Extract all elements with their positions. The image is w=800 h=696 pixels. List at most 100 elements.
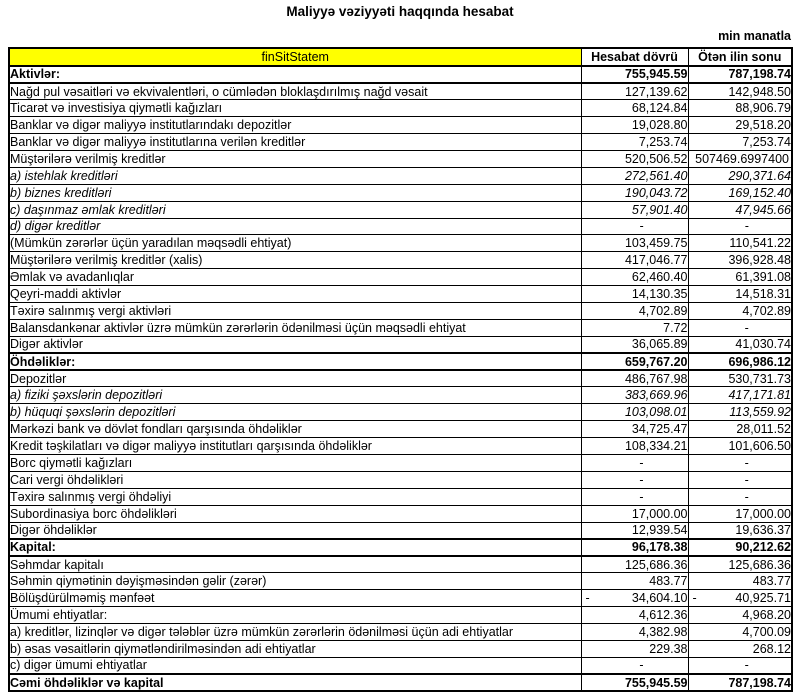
value-previous-year-end: - bbox=[687, 470, 793, 489]
value-current-period: 127,139.62 bbox=[580, 82, 689, 101]
value-previous-year-end: 290,371.64 bbox=[687, 166, 793, 185]
table-header: finSitStatem Hesabat dövrü Ötən ilin son… bbox=[8, 47, 793, 67]
row-label: Subordinasiya borc öhdəlikləri bbox=[8, 504, 582, 523]
table-row: b) əsas vəsaitlərin qiymətləndirilməsind… bbox=[8, 639, 793, 658]
value-current-period: 417,046.77 bbox=[580, 251, 689, 270]
row-label: Digər öhdəliklər bbox=[8, 521, 582, 540]
row-label: Qeyri-maddi aktivlər bbox=[8, 285, 582, 303]
row-label: Müştərilərə verilmiş kreditlər bbox=[8, 149, 582, 168]
row-label: Balansdankənar aktivlər üzrə mümkün zərə… bbox=[8, 318, 582, 337]
value-current-period: 659,767.20 bbox=[580, 352, 689, 372]
value-previous-year-end: 787,198.74 bbox=[687, 673, 793, 692]
table-row: Kapital: 96,178.38 90,212.62 bbox=[8, 537, 793, 557]
value-previous-year-end: 19,636.37 bbox=[687, 521, 793, 540]
value-current-period: 486,767.98 bbox=[580, 369, 689, 388]
row-label: Əmlak və avadanlıqlar bbox=[8, 268, 582, 287]
row-label: Ümumi ehtiyatlar: bbox=[8, 606, 582, 624]
value-current-period: 4,612.36 bbox=[580, 606, 689, 624]
report-title: Maliyyə vəziyyəti haqqında hesabat bbox=[286, 4, 514, 19]
table-row: Borc qiymətli kağızları - - bbox=[8, 453, 793, 472]
table-row: (Mümkün zərərlər üçün yaradılan məqsədli… bbox=[8, 234, 793, 253]
value-previous-year-end: 14,518.31 bbox=[687, 285, 793, 303]
row-label: Nağd pul vəsaitləri və ekvivalentləri, o… bbox=[8, 82, 582, 101]
value-previous-year-end: 4,700.09 bbox=[687, 622, 793, 641]
value-previous-year-end: 101,606.50 bbox=[687, 437, 793, 455]
value-current-period: 755,945.59 bbox=[580, 65, 689, 84]
table-row: c) digər ümumi ehtiyatlar - - bbox=[8, 656, 793, 675]
value-previous-year-end: 7,253.74 bbox=[687, 133, 793, 151]
table-row: Digər öhdəliklər 12,939.54 19,636.37 bbox=[8, 521, 793, 540]
financial-report-page: Maliyyə vəziyyəti haqqında hesabat min m… bbox=[0, 4, 800, 692]
row-label: Bölüşdürülməmiş mənfəət bbox=[8, 589, 582, 607]
table-row: Müştərilərə verilmiş kreditlər (xalis) 41… bbox=[8, 251, 793, 270]
value-current-period: 96,178.38 bbox=[580, 537, 689, 557]
row-label: c) digər ümumi ehtiyatlar bbox=[8, 656, 582, 675]
row-label: Cari vergi öhdəlikləri bbox=[8, 470, 582, 489]
row-label: a) kreditlər, lizinqlər və digər tələblə… bbox=[8, 622, 582, 641]
value-current-period: 12,939.54 bbox=[580, 521, 689, 540]
table-row: Müştərilərə verilmiş kreditlər 520,506.52… bbox=[8, 149, 793, 168]
table-row: a) kreditlər, lizinqlər və digər tələblə… bbox=[8, 622, 793, 641]
table-row: Öhdəliklər: 659,767.20 696,986.12 bbox=[8, 352, 793, 372]
value-current-period: 103,098.01 bbox=[580, 403, 689, 422]
row-label: b) hüquqi şəxslərin depozitləri bbox=[8, 403, 582, 422]
value-current-period: 14,130.35 bbox=[580, 285, 689, 303]
row-label: (Mümkün zərərlər üçün yaradılan məqsədli… bbox=[8, 234, 582, 253]
value-previous-year-end: 530,731.73 bbox=[687, 369, 793, 388]
table-row: Cari vergi öhdəlikləri - - bbox=[8, 470, 793, 489]
value-previous-year-end: - bbox=[687, 318, 793, 337]
column-header-reporting-period: Hesabat dövrü bbox=[580, 47, 689, 67]
row-label: Öhdəliklər: bbox=[8, 352, 582, 372]
table-row: Səhmdar kapitalı 125,686.36 125,686.36 bbox=[8, 555, 793, 574]
row-label: Aktivlər: bbox=[8, 65, 582, 84]
row-label: Səhmdar kapitalı bbox=[8, 555, 582, 574]
table-row: Aktivlər: 755,945.59 787,198.74 bbox=[8, 65, 793, 84]
table-row: Səhmin qiymətinin dəyişməsindən gəlir (z… bbox=[8, 572, 793, 591]
value-previous-year-end: 169,152.40 bbox=[687, 183, 793, 202]
value-previous-year-end: 787,198.74 bbox=[687, 65, 793, 84]
value-current-period: 108,334.21 bbox=[580, 437, 689, 455]
column-header-end-of-last-year: Ötən ilin sonu bbox=[687, 47, 793, 67]
value-previous-year-end: - bbox=[687, 487, 793, 506]
value-current-period: 4,702.89 bbox=[580, 301, 689, 320]
minus-sign: - bbox=[692, 591, 697, 606]
value-previous-year-end: 4,968.20 bbox=[687, 606, 793, 624]
table-row: Cəmi öhdəliklər və kapital 755,945.59 787,… bbox=[8, 673, 793, 692]
value-current-period: 4,382.98 bbox=[580, 622, 689, 641]
row-label: c) daşınmaz əmlak kreditləri bbox=[8, 200, 582, 219]
table-row: Banklar və digər maliyyə institutlarına … bbox=[8, 133, 793, 151]
value-current-period: 125,686.36 bbox=[580, 555, 689, 574]
table-row: a) istehlak kreditləri 272,561.40 290,371.… bbox=[8, 166, 793, 185]
row-label: d) digər kreditlər bbox=[8, 217, 582, 236]
value-previous-year-end: 113,559.92 bbox=[687, 403, 793, 422]
value-previous-year-end: - bbox=[687, 217, 793, 236]
value-previous-year-end: 110,541.22 bbox=[687, 234, 793, 253]
value-current-period: 17,000.00 bbox=[580, 504, 689, 523]
value-current-period: 34,725.47 bbox=[580, 420, 689, 439]
value-current-period: 483.77 bbox=[580, 572, 689, 591]
value-current-period: - bbox=[580, 217, 689, 236]
table-row: Bölüşdürülməmiş mənfəət -34,604.10-40,925… bbox=[8, 589, 793, 607]
header-row: finSitStatem Hesabat dövrü Ötən ilin son… bbox=[8, 47, 793, 67]
table-row: Subordinasiya borc öhdəlikləri 17,000.00 1… bbox=[8, 504, 793, 523]
value-previous-year-end: 417,171.81 bbox=[687, 386, 793, 405]
value-current-period: - bbox=[580, 487, 689, 506]
table-row: Ticarət və investisiya qiymətli kağızlar… bbox=[8, 99, 793, 118]
value-previous-year-end: 125,686.36 bbox=[687, 555, 793, 574]
unit-note-wrap: min manatla bbox=[8, 27, 791, 45]
value-previous-year-end: 28,011.52 bbox=[687, 420, 793, 439]
value-current-period: - bbox=[580, 453, 689, 472]
value-current-period: 19,028.80 bbox=[580, 116, 689, 135]
value-previous-year-end: 268.12 bbox=[687, 639, 793, 658]
value-current-period: 68,124.84 bbox=[580, 99, 689, 118]
row-label: Səhmin qiymətinin dəyişməsindən gəlir (z… bbox=[8, 572, 582, 591]
minus-sign: - bbox=[585, 591, 590, 606]
row-label: Depozitlər bbox=[8, 369, 582, 388]
row-label: Banklar və digər maliyyə institutlarında… bbox=[8, 116, 582, 135]
table-row: Kredit təşkilatları və digər maliyyə ins… bbox=[8, 437, 793, 455]
table-row: Ümumi ehtiyatlar: 4,612.36 4,968.20 bbox=[8, 606, 793, 624]
value-current-period: 103,459.75 bbox=[580, 234, 689, 253]
unit-note: min manatla bbox=[718, 29, 791, 43]
value-previous-year-end: 47,945.66 bbox=[687, 200, 793, 219]
table-row: d) digər kreditlər - - bbox=[8, 217, 793, 236]
